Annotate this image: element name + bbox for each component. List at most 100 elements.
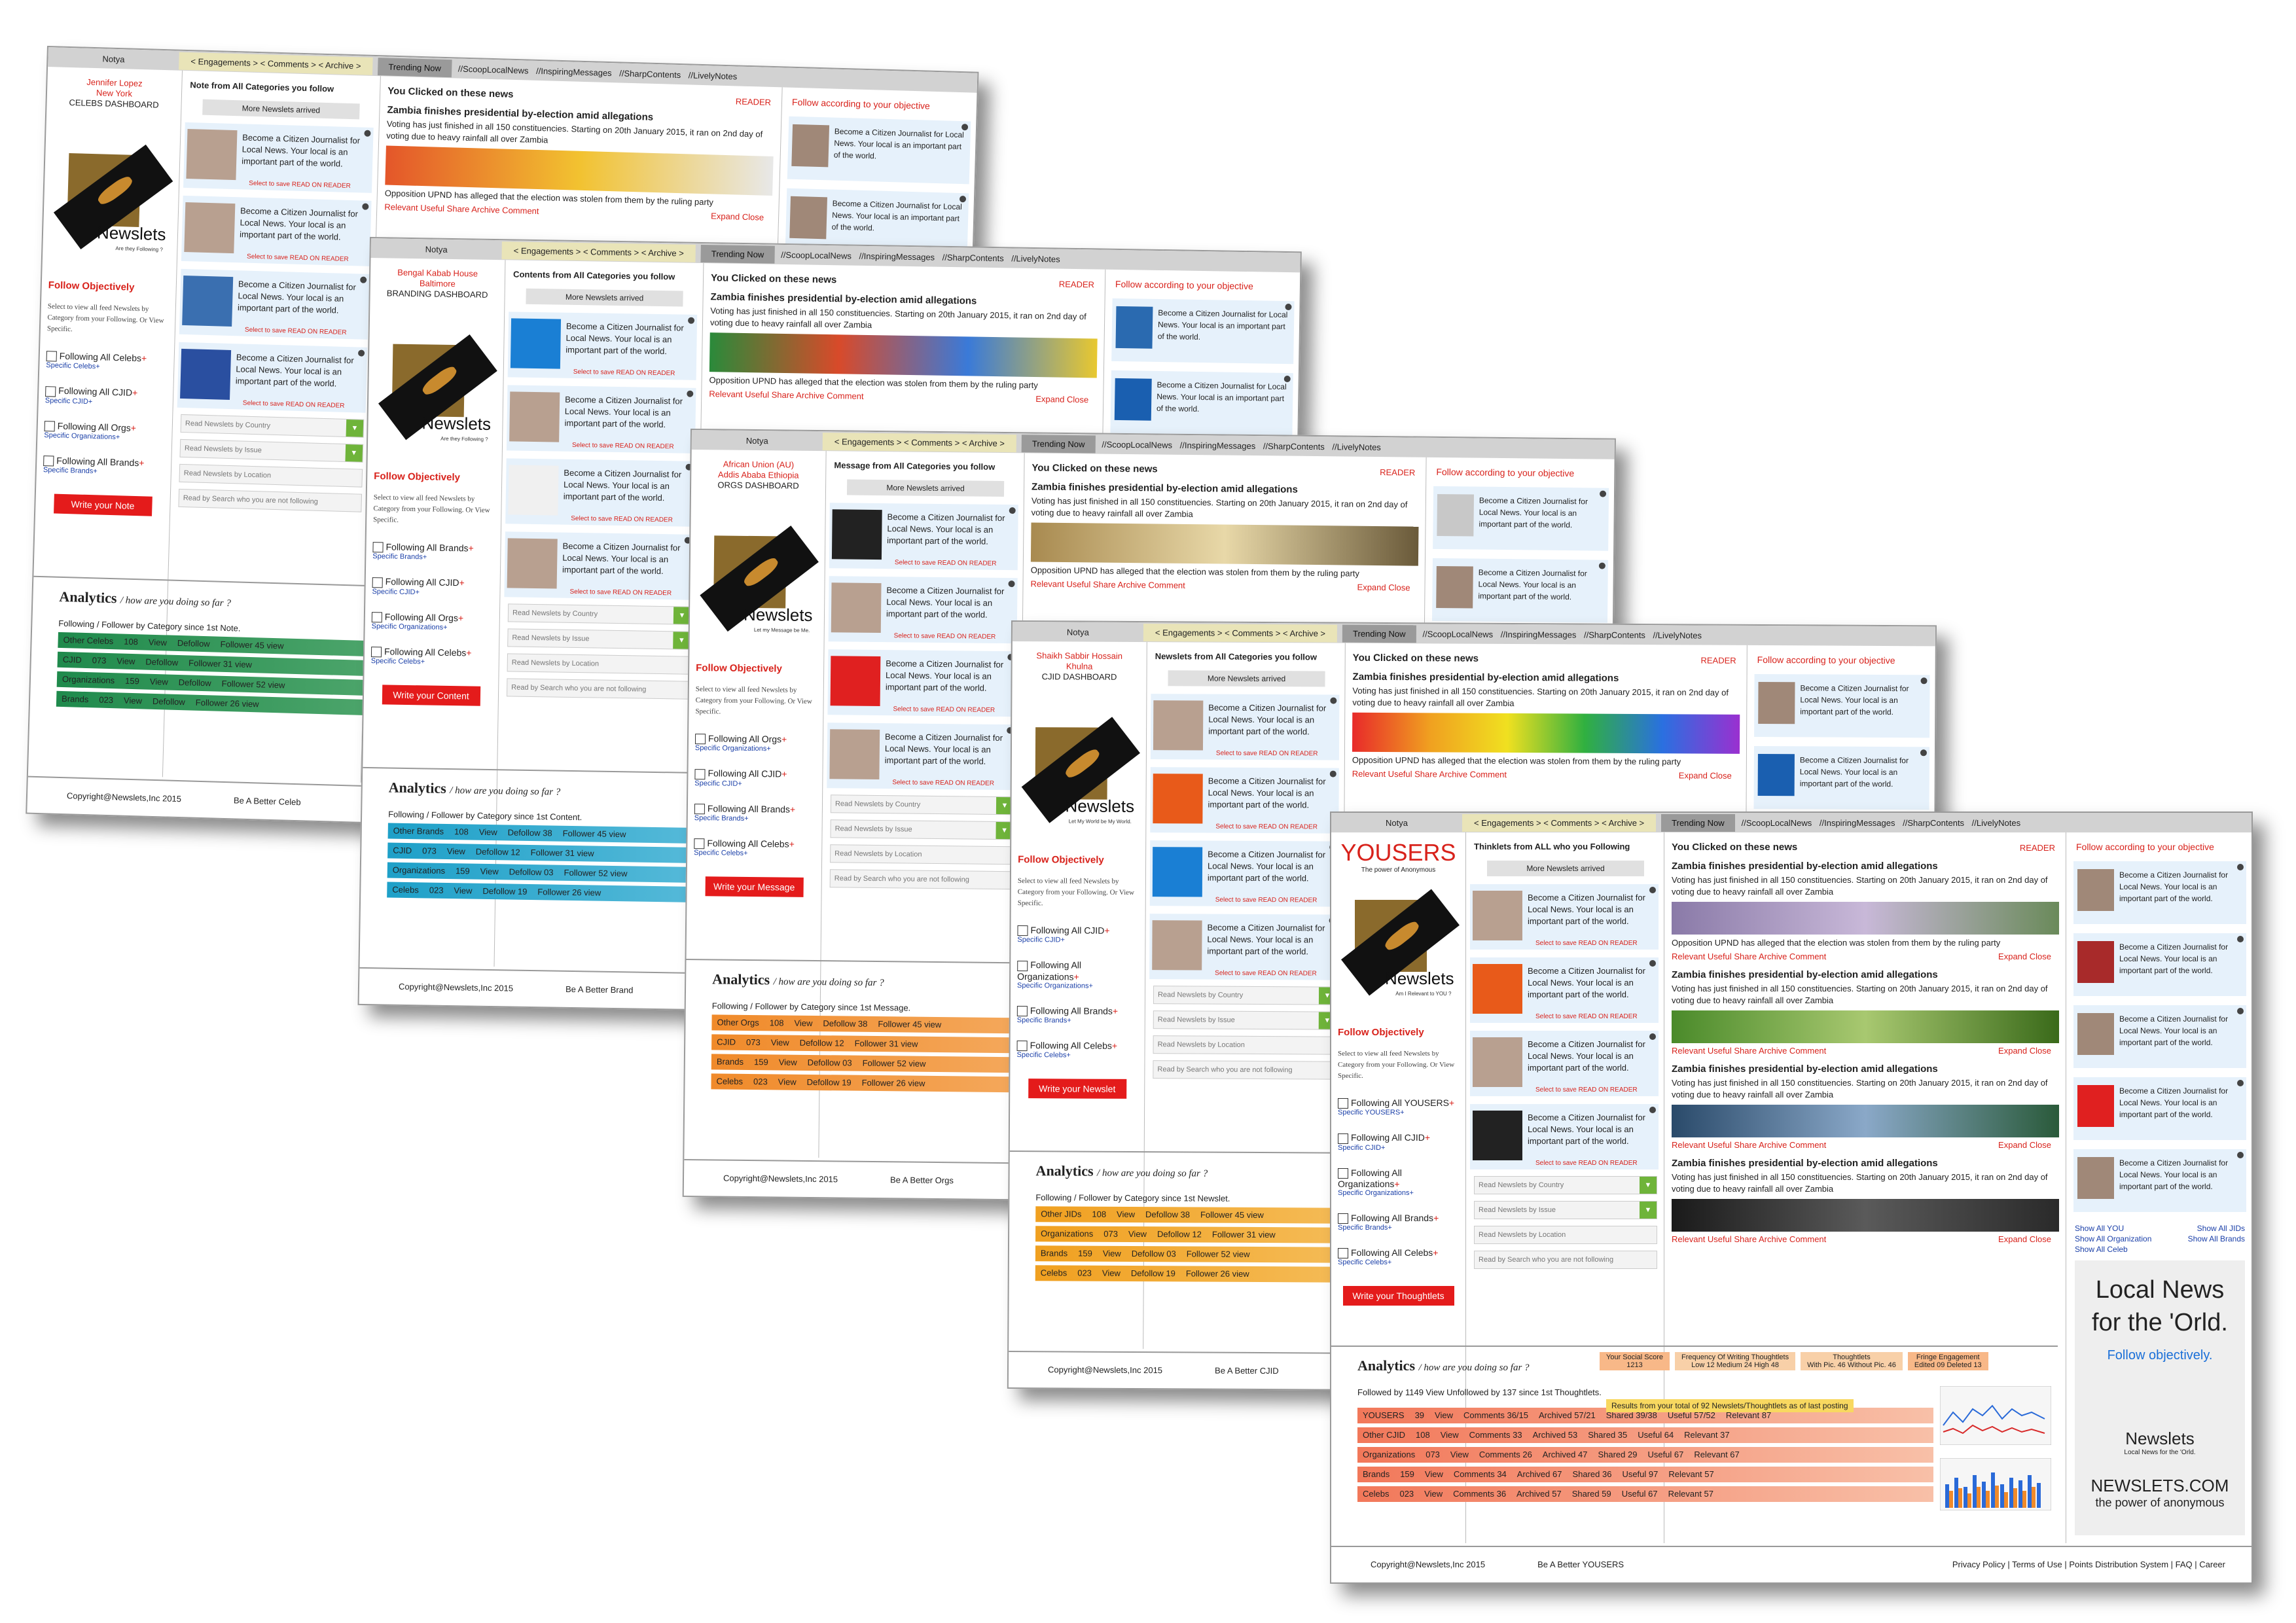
news-actions[interactable]: Relevant Useful Share Archive Comment Exp… — [1672, 1046, 2051, 1056]
search-input[interactable]: Read by Search who you are not following — [178, 488, 363, 512]
reader-link[interactable]: READER — [1700, 655, 1736, 666]
checkbox-2[interactable]: Following All CJID+ Specific CJID+ — [45, 385, 138, 406]
list-item[interactable]: Become a Citizen Journalist for Local Ne… — [1149, 840, 1339, 907]
checkbox-3[interactable]: Following All Organizations+ Specific Org… — [1338, 1167, 1414, 1197]
footer-links[interactable]: Privacy Policy | Terms of Use | Points D… — [1952, 1560, 2225, 1569]
news-actions[interactable]: Relevant Useful Share Archive Comment Exp… — [1672, 1234, 2051, 1244]
search-input[interactable]: Read by Search who you are not following — [506, 678, 691, 700]
news-actions[interactable]: Relevant Useful Share Archive Comment Exp… — [1352, 768, 1732, 781]
list-item[interactable]: Become a Citizen Journalist for Local Ne… — [1753, 745, 1930, 810]
trending-tab[interactable]: Trending Now — [1021, 434, 1096, 453]
issue-select[interactable]: Read Newslets by Issue ▼ — [1153, 1010, 1336, 1030]
tag-links[interactable]: //ScoopLocalNews //InspiringMessages //S… — [1102, 439, 1381, 452]
list-item[interactable]: Become a Citizen Journalist for Local Ne… — [1111, 298, 1295, 365]
news-actions[interactable]: Relevant Useful Share Archive Comment Exp… — [1030, 579, 1410, 593]
checkbox-4[interactable]: Following All Celebs+ Specific Celebs+ — [1016, 1040, 1118, 1060]
checkbox-2[interactable]: Following All Organizations+ Specific Org… — [1017, 959, 1093, 990]
location-select[interactable]: Read Newslets by Location — [1474, 1226, 1657, 1244]
more-newslets-button[interactable]: More Newslets arrived — [1168, 670, 1325, 687]
more-newslets-button[interactable]: More Newslets arrived — [202, 99, 360, 120]
location-select[interactable]: Read Newslets by Location — [507, 653, 691, 675]
list-item[interactable]: Become a Citizen Journalist for Local Ne… — [1150, 767, 1339, 834]
show-links[interactable]: Show All Organization Show All Brands — [2075, 1234, 2245, 1243]
list-item[interactable]: Become a Citizen Journalist for Local Ne… — [2073, 1077, 2246, 1140]
news-title[interactable]: Zambia finishes presidential by-election… — [1672, 1063, 1938, 1075]
news-title[interactable]: Zambia finishes presidential by-election… — [1672, 1158, 1938, 1169]
more-newslets-button[interactable]: More Newslets arrived — [846, 479, 1005, 497]
checkbox-1[interactable]: Following All YOUSERS+ Specific YOUSERS+ — [1338, 1097, 1455, 1117]
list-item[interactable]: Become a Citizen Journalist for Local Ne… — [1754, 673, 1930, 738]
list-item[interactable]: Become a Citizen Journalist for Local Ne… — [506, 385, 696, 454]
trending-tab[interactable]: Trending Now — [378, 57, 452, 77]
nav-engagements[interactable]: < Engagements > < Comments > < Archive > — [822, 432, 1017, 452]
news-title[interactable]: Zambia finishes presidential by-election… — [1672, 969, 1938, 980]
reader-link[interactable]: READER — [735, 96, 772, 107]
list-item[interactable]: Become a Citizen Journalist for Local Ne… — [1433, 486, 1609, 551]
trending-tab[interactable]: Trending Now — [700, 244, 775, 264]
list-item[interactable]: Become a Citizen Journalist for Local Ne… — [181, 195, 372, 266]
location-select[interactable]: Read Newslets by Location — [1153, 1035, 1336, 1055]
list-item[interactable]: Become a Citizen Journalist for Local Ne… — [2073, 933, 2246, 996]
nav-engagements[interactable]: < Engagements > < Comments > < Archive > — [1462, 813, 1657, 832]
write-button[interactable]: Write your Newslet — [1028, 1079, 1126, 1099]
checkbox-1[interactable]: Following All Celebs+ Specific Celebs+ — [46, 350, 147, 371]
country-select[interactable]: Read Newslets by Country ▼ — [180, 414, 365, 438]
table-row[interactable]: Brands 159 View Comments 34 Archived 67 Share… — [1357, 1467, 1933, 1482]
checkbox-3[interactable]: Following All Orgs+ Specific Organization… — [44, 420, 137, 442]
list-item[interactable]: Become a Citizen Journalist for Local Ne… — [177, 342, 368, 413]
checkbox-1[interactable]: Following All Brands+ Specific Brands+ — [372, 541, 474, 562]
nav-engagements[interactable]: < Engagements > < Comments > < Archive > — [1143, 623, 1338, 643]
list-item[interactable]: Become a Citizen Journalist for Local Ne… — [1149, 914, 1338, 980]
tag-links[interactable]: //ScoopLocalNews //InspiringMessages //S… — [1741, 817, 2021, 828]
checkbox-1[interactable]: Following All Orgs+ Specific Organization… — [694, 733, 787, 753]
list-item[interactable]: Become a Citizen Journalist for Local Ne… — [504, 531, 694, 600]
list-item[interactable]: Become a Citizen Journalist for Local Ne… — [2073, 1005, 2246, 1068]
tag-links[interactable]: //ScoopLocalNews //InspiringMessages //S… — [457, 63, 738, 81]
more-newslets-button[interactable]: More Newslets arrived — [526, 288, 683, 307]
search-input[interactable]: Read by Search who you are not following — [1474, 1251, 1657, 1269]
issue-select[interactable]: Read Newslets by Issue ▼ — [179, 438, 364, 463]
tag-links[interactable]: //ScoopLocalNews //InspiringMessages //S… — [781, 249, 1060, 264]
checkbox-2[interactable]: Following All CJID+ Specific CJID+ — [694, 768, 787, 788]
show-links[interactable]: Show All YOU Show All JIDs — [2075, 1224, 2245, 1233]
trending-tab[interactable]: Trending Now — [1661, 813, 1735, 832]
write-button[interactable]: Write your Thoughtlets — [1342, 1286, 1454, 1306]
search-input[interactable]: Read by Search who you are not following — [1153, 1060, 1336, 1080]
list-item[interactable]: Become a Citizen Journalist for Local Ne… — [787, 116, 971, 185]
table-row[interactable]: Celebs 023 View Comments 36 Archived 57 Share… — [1357, 1486, 1933, 1502]
issue-select[interactable]: Read Newslets by Issue ▼ — [1474, 1201, 1657, 1219]
list-item[interactable]: Become a Citizen Journalist for Local Ne… — [1431, 558, 1608, 623]
list-item[interactable]: Become a Citizen Journalist for Local Ne… — [2073, 861, 2246, 924]
checkbox-2[interactable]: Following All CJID+ Specific CJID+ — [372, 576, 465, 596]
checkbox-2[interactable]: Following All CJID+ Specific CJID+ — [1338, 1132, 1431, 1152]
list-item[interactable]: Become a Citizen Journalist for Local Ne… — [1110, 370, 1293, 437]
list-item[interactable]: Become a Citizen Journalist for Local Ne… — [827, 722, 1016, 791]
reader-link[interactable]: READER — [2019, 843, 2055, 853]
country-select[interactable]: Read Newslets by Country ▼ — [830, 794, 1014, 815]
reader-link[interactable]: READER — [1380, 467, 1416, 478]
nav-engagements[interactable]: < Engagements > < Comments > < Archive > — [501, 241, 696, 262]
checkbox-1[interactable]: Following All CJID+ Specific CJID+ — [1017, 925, 1110, 944]
checkbox-4[interactable]: Following All Brands+ Specific Brands+ — [43, 455, 145, 476]
list-item[interactable]: Become a Citizen Journalist for Local Ne… — [1470, 1031, 1659, 1096]
checkbox-4[interactable]: Following All Celebs+ Specific Celebs+ — [370, 646, 472, 666]
news-title[interactable]: Zambia finishes presidential by-election… — [1672, 861, 1938, 872]
list-item[interactable]: Become a Citizen Journalist for Local Ne… — [828, 576, 1018, 644]
advert-panel[interactable]: Local News for the 'Orld. Follow objectiv… — [2075, 1260, 2245, 1535]
write-button[interactable]: Write your Note — [53, 493, 152, 516]
reader-link[interactable]: READER — [1058, 279, 1095, 290]
issue-select[interactable]: Read Newslets by Issue ▼ — [830, 819, 1014, 840]
list-item[interactable]: Become a Citizen Journalist for Local Ne… — [179, 268, 370, 340]
location-select[interactable]: Read Newslets by Location — [179, 463, 363, 488]
checkbox-4[interactable]: Following All Celebs+ Specific Celebs+ — [694, 838, 795, 858]
news-actions[interactable]: Relevant Useful Share Archive Comment Exp… — [1672, 952, 2051, 961]
search-input[interactable]: Read by Search who you are not following — [829, 869, 1013, 890]
more-newslets-button[interactable]: More Newslets arrived — [1487, 861, 1644, 876]
checkbox-5[interactable]: Following All Celebs+ Specific Celebs+ — [1338, 1247, 1439, 1267]
list-item[interactable]: Become a Citizen Journalist for Local Ne… — [829, 503, 1018, 571]
list-item[interactable]: Become a Citizen Journalist for Local Ne… — [1470, 884, 1659, 950]
list-item[interactable]: Become a Citizen Journalist for Local Ne… — [1150, 694, 1340, 760]
news-title[interactable]: Zambia finishes presidential by-election… — [1352, 671, 1619, 684]
news-actions[interactable]: Relevant Useful Share Archive Comment Exp… — [1672, 1140, 2051, 1150]
list-item[interactable]: Become a Citizen Journalist for Local Ne… — [2073, 1149, 2246, 1212]
